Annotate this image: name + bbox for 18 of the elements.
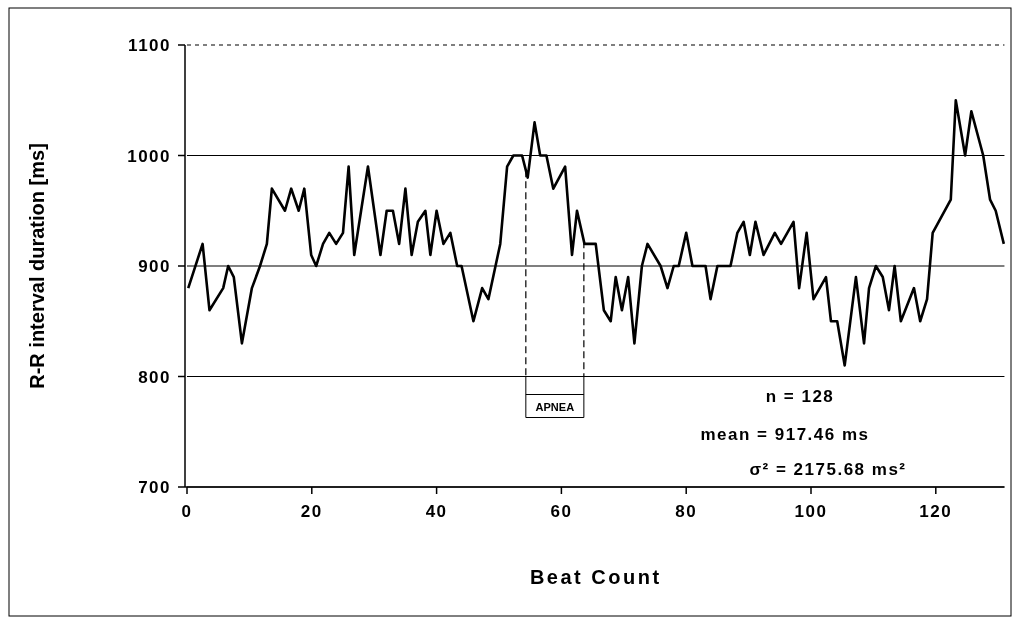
x-tick-label: 60: [550, 502, 573, 521]
y-tick-label: 800: [138, 367, 171, 387]
y-axis-title: R-R interval duration [ms]: [26, 143, 48, 389]
x-axis-title: Beat Count: [529, 566, 662, 588]
x-tick-label: 100: [794, 502, 828, 521]
x-tick-label: 0: [181, 502, 193, 521]
x-tick-label: 40: [425, 502, 448, 521]
annotation: mean = 917.46 ms: [700, 425, 870, 444]
ref-line-label: APNEA: [535, 400, 575, 413]
annotation: n = 128: [765, 387, 835, 406]
annotation: σ² = 2175.68 ms²: [749, 460, 907, 479]
x-tick-label: 80: [675, 502, 698, 521]
y-tick-label: 700: [138, 478, 171, 497]
x-tick-label: 20: [300, 502, 323, 521]
y-tick-label: 900: [138, 257, 171, 276]
y-tick-label: 1100: [128, 36, 171, 55]
x-tick-label: 120: [919, 502, 953, 521]
y-tick-label: 1000: [127, 146, 171, 166]
